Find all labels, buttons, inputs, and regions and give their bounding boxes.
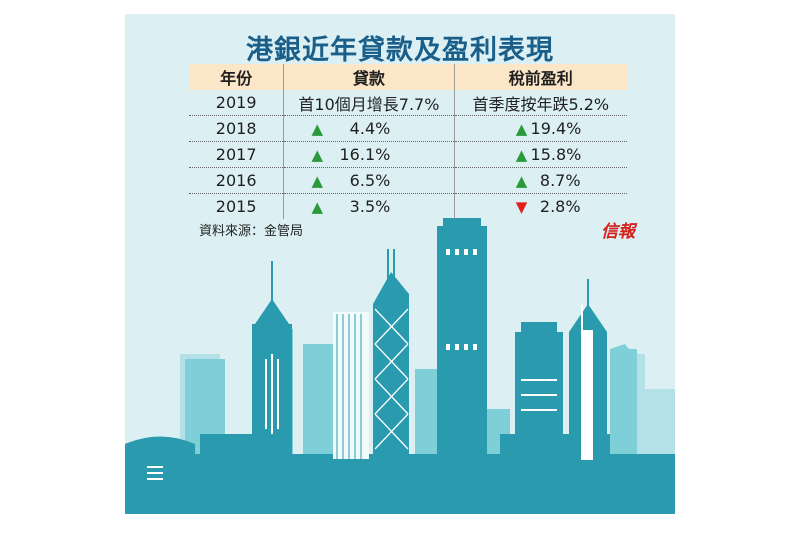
profit-cell: ▼ 2.8%: [453, 193, 627, 219]
table-row: 2017 ▲ 16.1% ▲ 15.8%: [189, 141, 627, 168]
up-arrow-icon: ▲: [311, 119, 324, 138]
loan-value: 3.5%: [349, 197, 391, 216]
profit-text: 首季度按年跌5.2%: [472, 94, 610, 114]
building-windows: [147, 249, 593, 480]
profit-cell: ▲ 19.4%: [453, 115, 627, 142]
column-header-loans: 貸款: [283, 64, 455, 90]
column-header-profit: 稅前盈利: [453, 64, 627, 90]
loan-cell: ▲ 4.4%: [283, 115, 455, 142]
data-table: 年份 貸款 稅前盈利 2019 首10個月增長7.7% 首季度按年跌5.2% 2…: [189, 64, 627, 219]
up-arrow-icon: ▲: [515, 119, 528, 138]
profit-value: 2.8%: [539, 197, 581, 216]
loan-text: 首10個月增長7.7%: [298, 94, 440, 114]
column-header-year: 年份: [189, 64, 284, 90]
up-arrow-icon: ▲: [515, 145, 528, 164]
up-arrow-icon: ▲: [311, 171, 324, 190]
profit-cell: ▲ 15.8%: [453, 141, 627, 168]
chart-title: 港銀近年貸款及盈利表現: [246, 35, 554, 66]
up-arrow-icon: ▲: [515, 171, 528, 190]
up-arrow-icon: ▲: [311, 145, 324, 164]
year-cell: 2016: [189, 167, 284, 194]
year-cell: 2015: [215, 197, 257, 216]
table-row: 2015 ▲ 3.5% ▼ 2.8%: [189, 193, 627, 219]
brand-logo: 信報: [601, 222, 635, 242]
profit-cell: 首季度按年跌5.2%: [453, 90, 627, 116]
loan-value: 6.5%: [349, 171, 391, 190]
down-arrow-icon: ▼: [515, 197, 528, 216]
up-arrow-icon: ▲: [311, 197, 324, 216]
profit-value: 15.8%: [530, 145, 582, 164]
profit-value: 19.4%: [530, 119, 582, 138]
year-cell: 2019: [189, 90, 284, 116]
table-row: 2019 首10個月增長7.7% 首季度按年跌5.2%: [189, 90, 627, 116]
profit-cell: ▲ 8.7%: [453, 167, 627, 194]
source-note: 資料來源：金管局: [199, 224, 304, 239]
table-row: 2016 ▲ 6.5% ▲ 8.7%: [189, 167, 627, 194]
year-cell: 2017: [189, 141, 284, 168]
city-skyline-illustration: [125, 218, 675, 514]
loan-cell: ▲ 3.5%: [283, 193, 455, 219]
loan-cell: 首10個月增長7.7%: [283, 90, 455, 116]
year-cell: 2018: [189, 115, 284, 142]
profit-value: 8.7%: [539, 171, 581, 190]
table-header-row: 年份 貸款 稅前盈利: [189, 64, 627, 90]
loan-cell: ▲ 6.5%: [283, 167, 455, 194]
infographic-panel: 港銀近年貸款及盈利表現 年份 貸款 稅前盈利 2019 首10個月增長7.7% …: [125, 14, 675, 514]
loan-cell: ▲ 16.1%: [283, 141, 455, 168]
loan-value: 4.4%: [349, 119, 391, 138]
lattice-pattern: [374, 308, 409, 450]
loan-value: 16.1%: [339, 145, 391, 164]
table-row: 2018 ▲ 4.4% ▲ 19.4%: [189, 115, 627, 142]
